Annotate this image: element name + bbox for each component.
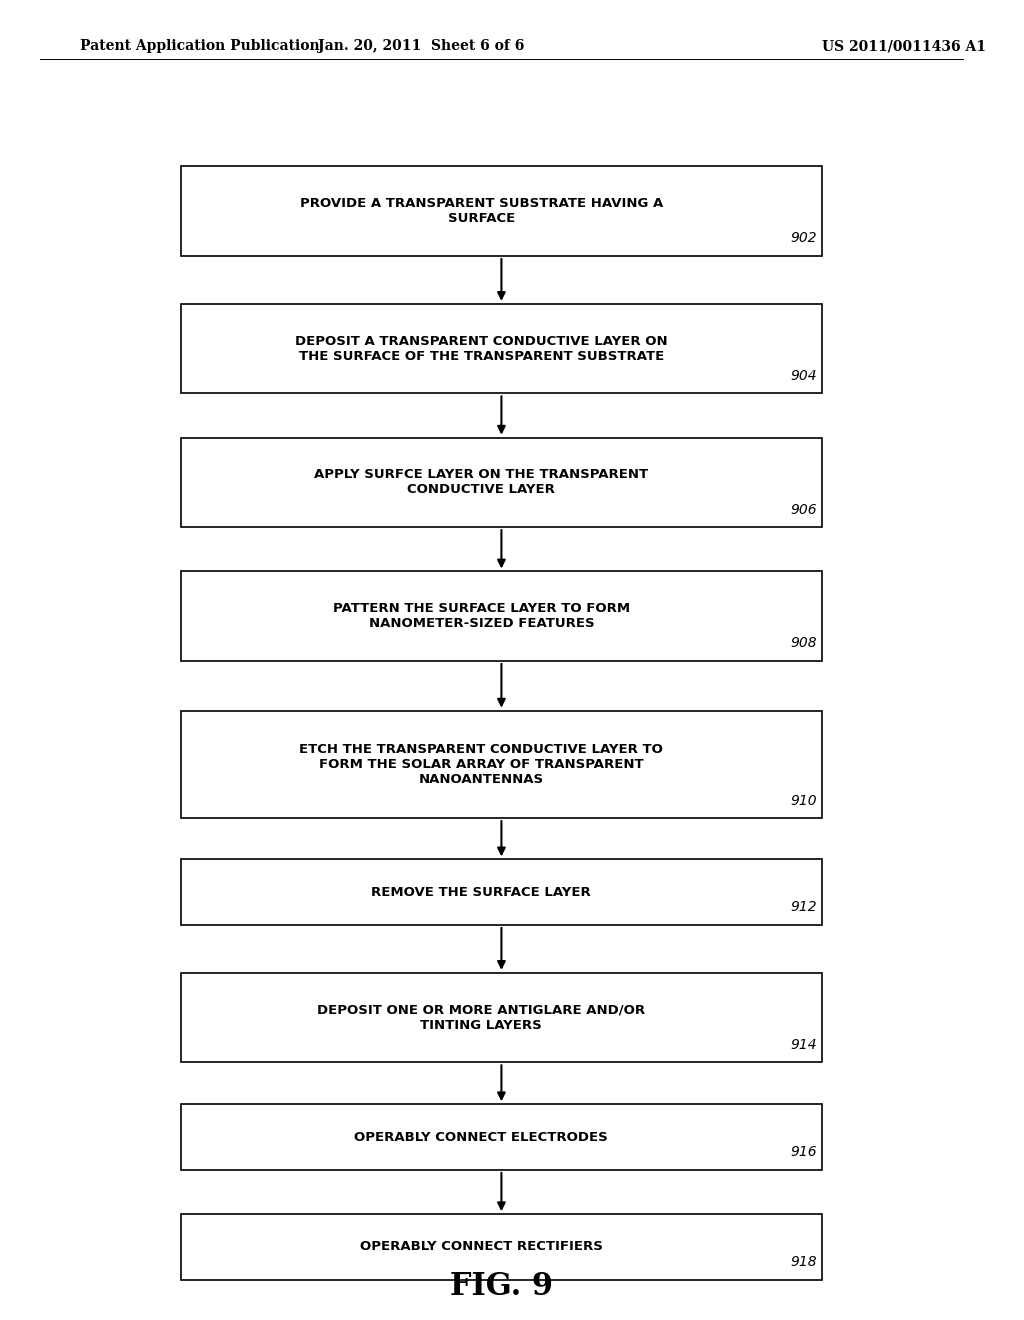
- Text: 904: 904: [791, 368, 817, 383]
- Text: 912: 912: [791, 900, 817, 915]
- Text: 914: 914: [791, 1038, 817, 1052]
- Text: 910: 910: [791, 793, 817, 808]
- FancyBboxPatch shape: [180, 1105, 822, 1170]
- FancyBboxPatch shape: [180, 166, 822, 256]
- FancyBboxPatch shape: [180, 1214, 822, 1280]
- Text: PROVIDE A TRANSPARENT SUBSTRATE HAVING A
SURFACE: PROVIDE A TRANSPARENT SUBSTRATE HAVING A…: [300, 197, 663, 226]
- FancyBboxPatch shape: [180, 973, 822, 1063]
- Text: 908: 908: [791, 636, 817, 651]
- FancyBboxPatch shape: [180, 710, 822, 818]
- Text: OPERABLY CONNECT RECTIFIERS: OPERABLY CONNECT RECTIFIERS: [359, 1241, 603, 1254]
- Text: ETCH THE TRANSPARENT CONDUCTIVE LAYER TO
FORM THE SOLAR ARRAY OF TRANSPARENT
NAN: ETCH THE TRANSPARENT CONDUCTIVE LAYER TO…: [299, 743, 664, 785]
- Text: 906: 906: [791, 503, 817, 516]
- FancyBboxPatch shape: [180, 859, 822, 925]
- Text: REMOVE THE SURFACE LAYER: REMOVE THE SURFACE LAYER: [372, 886, 591, 899]
- Text: APPLY SURFCE LAYER ON THE TRANSPARENT
CONDUCTIVE LAYER: APPLY SURFCE LAYER ON THE TRANSPARENT CO…: [314, 469, 648, 496]
- Text: US 2011/0011436 A1: US 2011/0011436 A1: [822, 40, 986, 53]
- Text: Jan. 20, 2011  Sheet 6 of 6: Jan. 20, 2011 Sheet 6 of 6: [318, 40, 524, 53]
- Text: FIG. 9: FIG. 9: [450, 1271, 553, 1302]
- FancyBboxPatch shape: [180, 438, 822, 527]
- Text: DEPOSIT ONE OR MORE ANTIGLARE AND/OR
TINTING LAYERS: DEPOSIT ONE OR MORE ANTIGLARE AND/OR TIN…: [317, 1003, 645, 1032]
- FancyBboxPatch shape: [180, 572, 822, 661]
- FancyBboxPatch shape: [180, 304, 822, 393]
- Text: Patent Application Publication: Patent Application Publication: [80, 40, 319, 53]
- Text: 916: 916: [791, 1146, 817, 1159]
- Text: 918: 918: [791, 1255, 817, 1270]
- Text: 902: 902: [791, 231, 817, 246]
- Text: DEPOSIT A TRANSPARENT CONDUCTIVE LAYER ON
THE SURFACE OF THE TRANSPARENT SUBSTRA: DEPOSIT A TRANSPARENT CONDUCTIVE LAYER O…: [295, 334, 668, 363]
- Text: PATTERN THE SURFACE LAYER TO FORM
NANOMETER-SIZED FEATURES: PATTERN THE SURFACE LAYER TO FORM NANOME…: [333, 602, 630, 630]
- Text: OPERABLY CONNECT ELECTRODES: OPERABLY CONNECT ELECTRODES: [354, 1130, 608, 1143]
